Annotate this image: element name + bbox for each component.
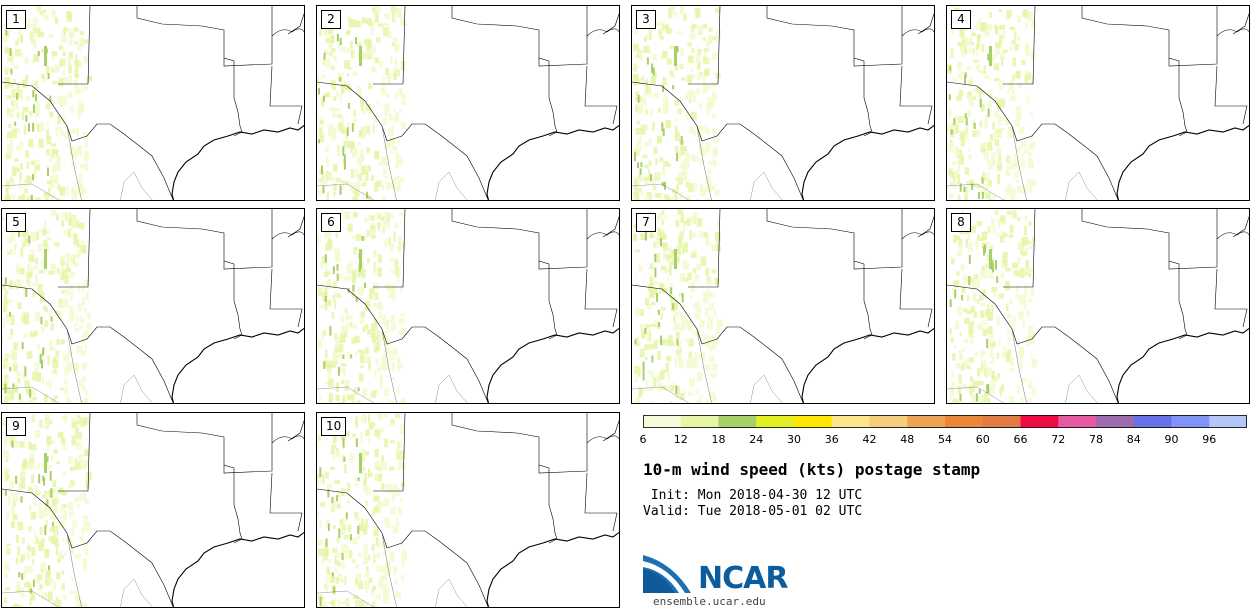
colorbar-segment (756, 415, 795, 428)
colorbar-tick-label: 60 (975, 433, 990, 446)
member-panel: 2 (316, 5, 620, 201)
member-number: 8 (951, 213, 971, 232)
colorbar-segment (1058, 415, 1097, 428)
colorbar-tick-label: 24 (749, 433, 764, 446)
colorbar-tick-label: 84 (1126, 433, 1141, 446)
member-number: 2 (321, 10, 341, 29)
colorbar-tick-label: 18 (711, 433, 726, 446)
colorbar-segment (907, 415, 946, 428)
init-time: Init: Mon 2018-04-30 12 UTC (643, 488, 863, 503)
colorbar-tick-label: 90 (1164, 433, 1179, 446)
colorbar-tick-label: 30 (787, 433, 801, 446)
ncar-logo-icon (643, 555, 691, 593)
wind-speed-map (947, 6, 1249, 200)
member-number: 7 (636, 213, 656, 232)
wind-speed-map (2, 6, 304, 200)
wind-speed-map (317, 209, 619, 403)
colorbar-segment (869, 415, 908, 428)
wind-speed-map (947, 209, 1249, 403)
colorbar-segment (982, 415, 1021, 428)
colorbar-segment (643, 415, 682, 428)
wind-speed-colorbar (643, 415, 1247, 428)
member-number: 5 (6, 213, 26, 232)
member-panel: 9 (1, 412, 305, 608)
colorbar-segment (1096, 415, 1135, 428)
member-number: 9 (6, 417, 26, 436)
ncar-logo-text: NCAR (698, 561, 788, 596)
colorbar-tick-label: 48 (900, 433, 915, 446)
colorbar-segment (794, 415, 833, 428)
colorbar-segment (831, 415, 870, 428)
colorbar-tick-label: 6 (639, 433, 647, 446)
member-number: 6 (321, 213, 341, 232)
member-panel: 4 (946, 5, 1250, 201)
ensemble-url: ensemble.ucar.edu (653, 595, 766, 608)
plot-title: 10-m wind speed (kts) postage stamp (643, 460, 981, 479)
colorbar-segment (718, 415, 757, 428)
member-number: 10 (321, 417, 347, 436)
member-panel: 8 (946, 208, 1250, 404)
colorbar-segment (1020, 415, 1059, 428)
colorbar-segment (680, 415, 719, 428)
colorbar-segment (1133, 415, 1172, 428)
colorbar-tick-label: 66 (1013, 433, 1028, 446)
member-number: 3 (636, 10, 656, 29)
wind-speed-map (632, 6, 934, 200)
wind-speed-map (317, 413, 619, 607)
member-panel: 7 (631, 208, 935, 404)
member-panel: 1 (1, 5, 305, 201)
colorbar-tick-label: 36 (824, 433, 839, 446)
valid-time: Valid: Tue 2018-05-01 02 UTC (643, 504, 863, 519)
member-panel: 5 (1, 208, 305, 404)
wind-speed-map (632, 209, 934, 403)
member-number: 1 (6, 10, 26, 29)
colorbar-ticks: 6 12 18 24 30 36 42 48 54 60 66 72 78 84 90 96 (639, 433, 1260, 449)
wind-speed-map (2, 209, 304, 403)
colorbar-tick-label: 96 (1202, 433, 1217, 446)
member-panel: 3 (631, 5, 935, 201)
colorbar-tick-label: 42 (862, 433, 877, 446)
member-panel: 10 (316, 412, 620, 608)
colorbar-segment (1171, 415, 1210, 428)
colorbar-tick-label: 78 (1089, 433, 1103, 446)
colorbar-tick-label: 72 (1051, 433, 1066, 446)
colorbar-tick-label: 12 (673, 433, 688, 446)
colorbar-segment (1209, 415, 1247, 428)
member-panel: 6 (316, 208, 620, 404)
member-number: 4 (951, 10, 971, 29)
colorbar-frame (643, 415, 1247, 428)
wind-speed-map (317, 6, 619, 200)
wind-speed-map (2, 413, 304, 607)
colorbar-segment (945, 415, 984, 428)
colorbar-tick-label: 54 (938, 433, 952, 446)
